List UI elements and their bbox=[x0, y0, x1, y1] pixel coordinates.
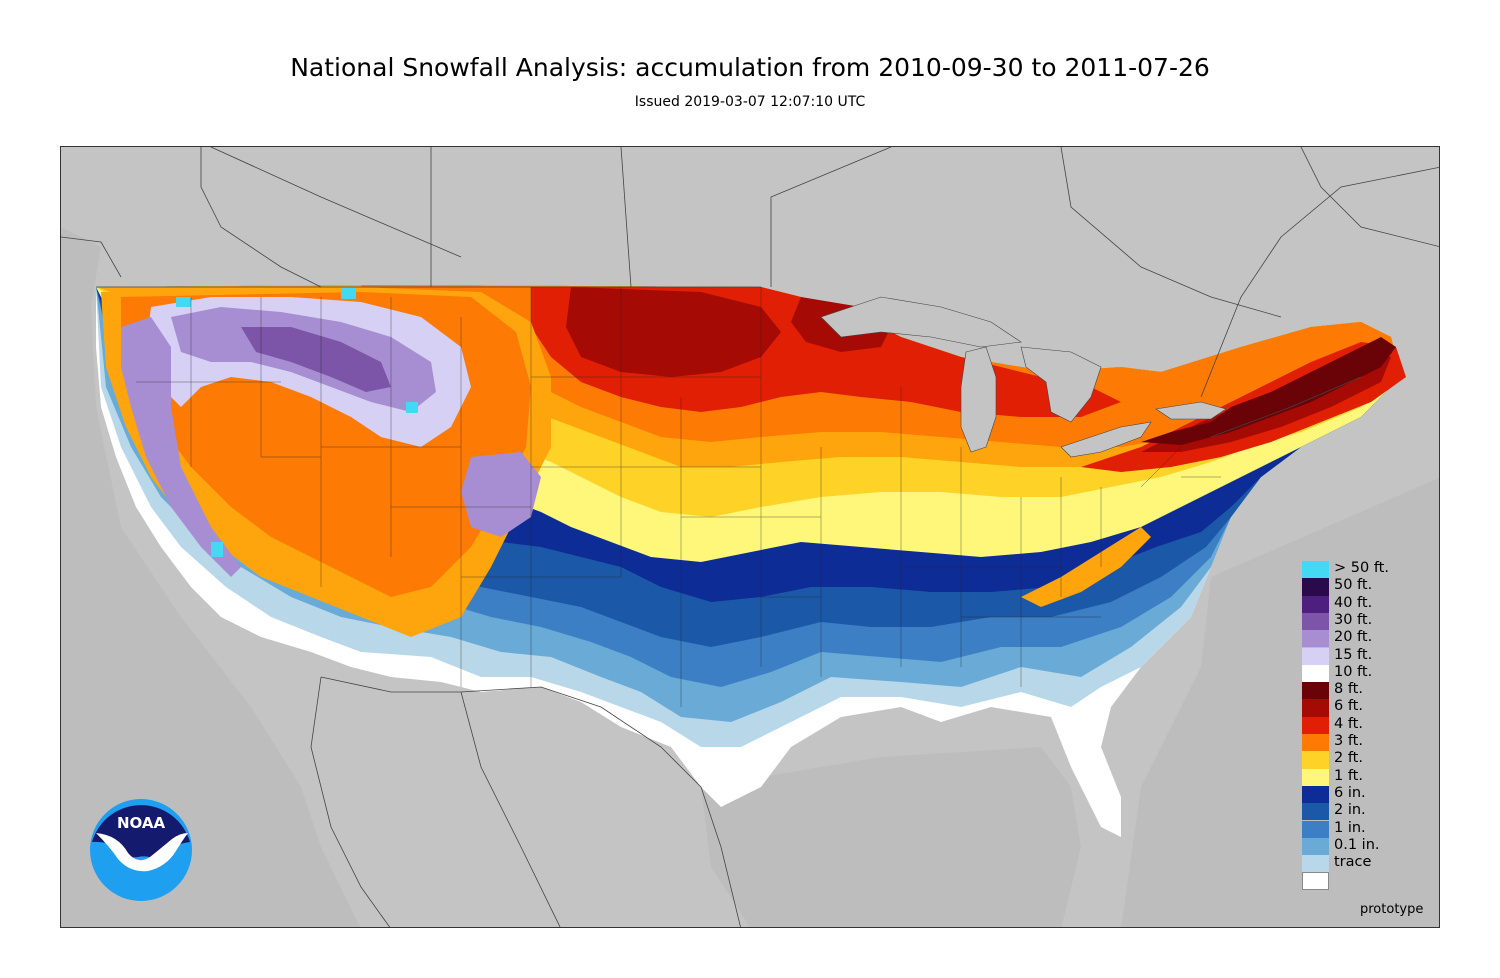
lake-erie bbox=[1060, 421, 1152, 458]
prototype-label: prototype bbox=[1360, 902, 1424, 917]
legend-swatch bbox=[1302, 699, 1329, 717]
legend-swatch bbox=[1302, 734, 1329, 752]
legend-label: 1 ft. bbox=[1334, 767, 1363, 784]
legend-item bbox=[1302, 872, 1422, 890]
legend-label: 20 ft. bbox=[1334, 629, 1373, 646]
lake-huron bbox=[1020, 346, 1102, 423]
lake-superior bbox=[820, 296, 1022, 348]
pacific-ocean-shade bbox=[61, 227, 361, 927]
legend-label: 50 ft. bbox=[1334, 577, 1373, 594]
legend-label: 2 in. bbox=[1334, 802, 1366, 819]
noaa-logo-bird bbox=[96, 833, 188, 872]
region-40ft-rockies bbox=[241, 327, 391, 392]
legend-item: 2 ft. bbox=[1302, 750, 1422, 769]
legend-label: 30 ft. bbox=[1334, 611, 1373, 628]
legend-swatch bbox=[1302, 837, 1329, 856]
noaa-logo: NOAA bbox=[88, 797, 194, 903]
legend-label: 0.1 in. bbox=[1334, 836, 1380, 853]
boundary-lines bbox=[61, 147, 1439, 927]
legend-swatch bbox=[1302, 630, 1329, 648]
legend-swatch bbox=[1302, 595, 1329, 613]
legend-item: 40 ft. bbox=[1302, 594, 1422, 613]
legend-item: 30 ft. bbox=[1302, 611, 1422, 631]
legend-swatch bbox=[1302, 872, 1329, 890]
region-colorado-high bbox=[461, 452, 541, 537]
legend-swatch bbox=[1302, 561, 1329, 579]
legend-item: 6 ft. bbox=[1302, 698, 1422, 717]
legend-item: 6 in. bbox=[1302, 784, 1422, 804]
legend-item: 15 ft. bbox=[1302, 646, 1422, 665]
legend-label: trace bbox=[1334, 854, 1372, 871]
legend-label: 15 ft. bbox=[1334, 646, 1373, 663]
lake-ontario bbox=[1155, 401, 1227, 420]
snowfall-map[interactable] bbox=[60, 146, 1440, 928]
legend-swatch bbox=[1302, 716, 1329, 734]
legend-swatch bbox=[1302, 820, 1329, 838]
legend-label: > 50 ft. bbox=[1334, 560, 1389, 576]
legend-swatch bbox=[1302, 578, 1329, 596]
lake-michigan bbox=[960, 346, 997, 453]
legend-label: 1 in. bbox=[1334, 819, 1366, 836]
legend-swatch bbox=[1302, 768, 1329, 786]
legend-item: 50 ft. bbox=[1302, 577, 1422, 596]
noaa-logo-text: NOAA bbox=[117, 814, 166, 832]
legend-item: trace bbox=[1302, 854, 1422, 873]
legend-label: 3 ft. bbox=[1334, 733, 1363, 749]
legend-label: 6 ft. bbox=[1334, 698, 1363, 715]
legend-item: 2 in. bbox=[1302, 802, 1422, 821]
legend-item: > 50 ft. bbox=[1302, 560, 1422, 579]
region-15ft-northeast bbox=[1141, 337, 1396, 445]
legend-item: 4 ft. bbox=[1302, 715, 1422, 734]
region-4ft-appalachia bbox=[1021, 527, 1151, 607]
legend-item: 1 in. bbox=[1302, 819, 1422, 838]
legend-label: 8 ft. bbox=[1334, 681, 1363, 698]
legend-item: 1 ft. bbox=[1302, 767, 1422, 786]
atlantic-shade bbox=[1121, 477, 1439, 927]
state-lines bbox=[136, 287, 1221, 707]
legend-swatch bbox=[1302, 803, 1329, 821]
legend-item: 0.1 in. bbox=[1302, 836, 1422, 856]
legend-label: 4 ft. bbox=[1334, 715, 1363, 732]
legend-item: 8 ft. bbox=[1302, 681, 1422, 700]
legend-item: 20 ft. bbox=[1302, 629, 1422, 648]
legend-swatch bbox=[1302, 855, 1329, 873]
gulf-of-mexico-shade bbox=[701, 747, 1081, 927]
legend-swatch bbox=[1302, 612, 1329, 631]
legend-swatch bbox=[1302, 664, 1329, 683]
legend-label: 40 ft. bbox=[1334, 594, 1373, 611]
legend-swatch bbox=[1302, 647, 1329, 665]
legend-swatch bbox=[1302, 785, 1329, 804]
legend-item: 3 ft. bbox=[1302, 733, 1422, 752]
noaa-emblem-icon: NOAA bbox=[90, 799, 192, 901]
map-title: National Snowfall Analysis: accumulation… bbox=[290, 53, 1210, 82]
issued-timestamp: Issued 2019-03-07 12:07:10 UTC bbox=[634, 94, 866, 110]
legend-label: 6 in. bbox=[1334, 784, 1366, 801]
legend-label: 2 ft. bbox=[1334, 750, 1363, 767]
region-10ft-north-plains bbox=[566, 287, 781, 377]
legend-item: 10 ft. bbox=[1302, 663, 1422, 683]
map-canvas bbox=[61, 147, 1439, 927]
legend-label: 10 ft. bbox=[1334, 663, 1373, 680]
legend-swatch bbox=[1302, 682, 1329, 700]
legend-swatch bbox=[1302, 751, 1329, 769]
